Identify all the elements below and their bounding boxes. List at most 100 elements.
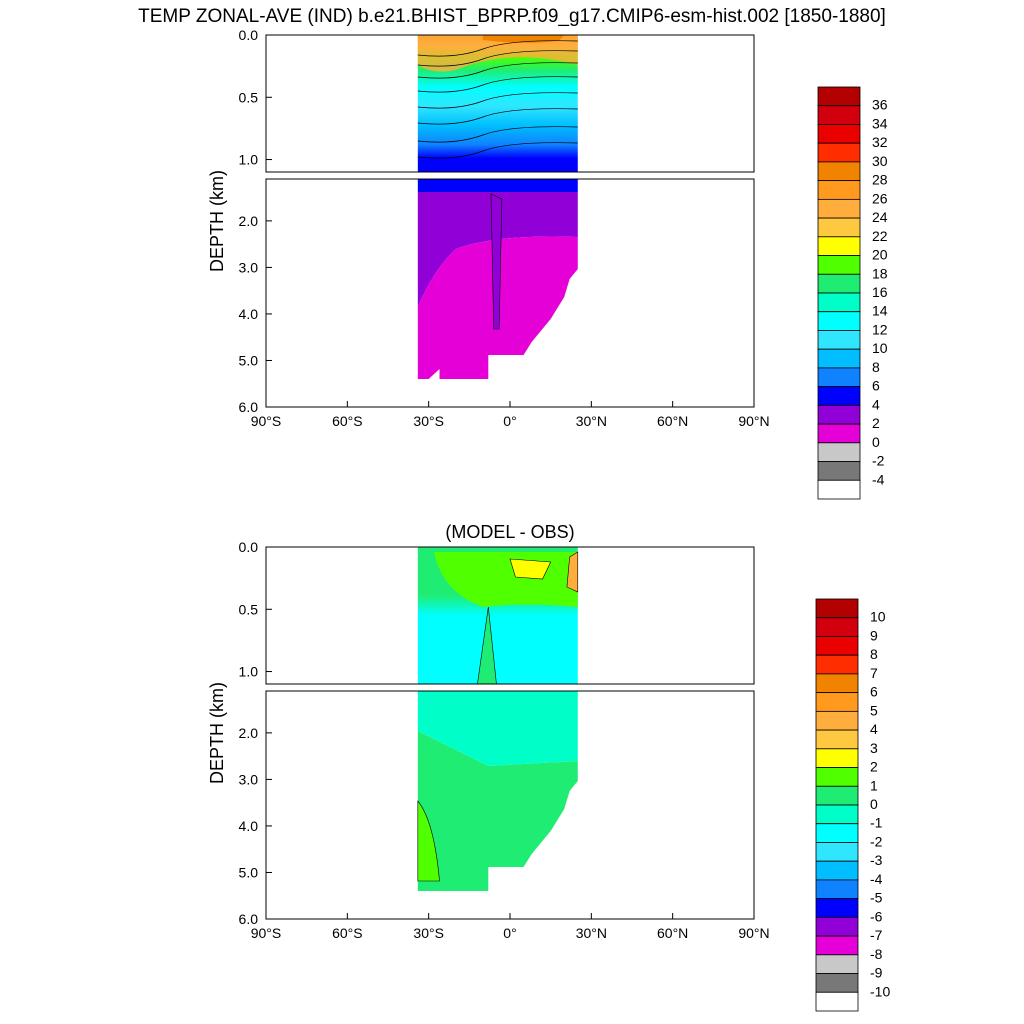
colorbar-label: 7 xyxy=(870,665,878,681)
colorbar-label: 36 xyxy=(872,97,888,113)
colorbar-swatch xyxy=(817,348,861,369)
y-tick-label: 1.0 xyxy=(239,152,259,168)
y-axis-label: DEPTH (km) xyxy=(207,682,227,784)
colorbar-swatch xyxy=(815,842,859,862)
main-title: TEMP ZONAL-AVE (IND) b.e21.BHIST_BPRP.f0… xyxy=(138,6,886,27)
contour-line xyxy=(417,76,578,93)
upper-panel-frame xyxy=(265,546,755,685)
green-region xyxy=(417,731,578,891)
colorbar-label: -9 xyxy=(870,965,883,981)
colorbar-swatch xyxy=(815,692,859,712)
colorbar-label: -7 xyxy=(870,927,883,943)
colorbar-swatch xyxy=(817,105,861,125)
colorbar-swatch xyxy=(815,879,859,900)
warm-surface-region xyxy=(417,35,578,72)
colorbar-label: 3 xyxy=(870,740,878,756)
colorbar-label: 8 xyxy=(870,646,878,662)
lightgreen-region xyxy=(417,800,440,882)
colorbar-label: -6 xyxy=(870,908,883,924)
y-tick-label: 5.0 xyxy=(239,352,259,368)
colorbar-swatch xyxy=(817,423,861,444)
y-tick-label: 2.0 xyxy=(239,213,259,229)
colorbar-swatch xyxy=(817,198,861,219)
x-tick-label: 30°N xyxy=(576,925,607,941)
y-axis-label: DEPTH (km) xyxy=(207,170,227,272)
colorbar-swatch xyxy=(817,142,861,163)
colorbar-label: 1 xyxy=(870,777,878,793)
teal-region xyxy=(417,691,578,766)
colorbar-label: 4 xyxy=(872,396,880,412)
chart-1: 0.0 0.5 1.0 2.0 3.0 4.0 5.0 6.090°S 60°S 30°S 0° 30… xyxy=(207,27,888,500)
colorbar-swatch xyxy=(817,161,861,182)
colorbar-swatch xyxy=(817,86,861,107)
upper-panel-frame xyxy=(265,34,755,173)
contour-line xyxy=(417,62,578,79)
colorbar-label: 28 xyxy=(872,172,888,188)
chart-subtitle: (MODEL - OBS) xyxy=(445,522,574,542)
yellow-anomaly xyxy=(509,558,552,580)
y-tick-label: 3.0 xyxy=(239,771,259,787)
colorbar-swatch xyxy=(817,255,861,275)
colorbar-label: 2 xyxy=(872,415,880,431)
x-tick-label: 90°N xyxy=(738,925,769,941)
colorbar-swatch xyxy=(817,311,861,331)
colorbar-swatch xyxy=(815,748,859,768)
colorbar-label: 5 xyxy=(870,702,878,718)
contour-line xyxy=(417,126,578,143)
colorbar-label: 22 xyxy=(872,228,888,244)
colorbar-swatch xyxy=(817,330,861,350)
y-tick-label: 0.5 xyxy=(239,89,259,105)
colorbar-label: 20 xyxy=(872,247,888,263)
colorbar-swatch xyxy=(815,823,859,843)
colorbar-label: 14 xyxy=(872,303,888,319)
x-tick-label: 90°S xyxy=(251,413,282,429)
y-tick-label: 0.5 xyxy=(239,601,259,617)
colorbar-label: 0 xyxy=(872,434,880,450)
colorbar-swatch xyxy=(817,367,861,388)
colorbar-swatch xyxy=(815,636,859,656)
colorbar-swatch xyxy=(815,991,859,1012)
x-tick-label: 60°S xyxy=(332,925,363,941)
y-tick-label: 2.0 xyxy=(239,725,259,741)
colorbar-label: 2 xyxy=(870,759,878,775)
colorbar-label: 18 xyxy=(872,265,888,281)
chart-2: 0.00.51.02.03.04.05.06.090°S 60°S 30°S 0° 30… xyxy=(207,522,890,1012)
colorbar-label: 32 xyxy=(872,134,888,150)
colorbar-label: 16 xyxy=(872,284,888,300)
lower-blue-band xyxy=(417,179,578,192)
colorbar-swatch xyxy=(815,710,859,731)
orange-anomaly xyxy=(566,551,579,593)
x-tick-label: 90°N xyxy=(738,413,769,429)
colorbar-label: 6 xyxy=(872,378,880,394)
colorbar-swatch xyxy=(815,617,859,637)
colorbar-label: 0 xyxy=(870,796,878,812)
colorbar-swatch xyxy=(817,461,861,481)
colorbar-swatch xyxy=(817,386,861,406)
y-tick-label: 5.0 xyxy=(239,864,259,880)
contour-line xyxy=(417,50,578,67)
x-tick-label: 30°S xyxy=(413,925,444,941)
purple-tongue xyxy=(490,193,503,330)
colorbar-swatch xyxy=(817,217,861,238)
colorbar-label: 10 xyxy=(870,609,886,625)
y-tick-label: 0.0 xyxy=(239,539,259,555)
colorbar-label: 30 xyxy=(872,153,888,169)
purple-region xyxy=(417,192,578,307)
colorbar-swatch xyxy=(815,954,859,974)
colorbar-label: 26 xyxy=(872,190,888,206)
colorbar-swatch xyxy=(817,442,861,462)
x-tick-label: 0° xyxy=(503,413,516,429)
y-tick-label: 4.0 xyxy=(239,818,259,834)
colorbar-label: -1 xyxy=(870,815,883,831)
colorbar-label: 4 xyxy=(870,721,878,737)
colorbar-label: -5 xyxy=(870,890,883,906)
colorbar-swatch xyxy=(817,236,861,256)
colorbar-swatch xyxy=(815,973,859,993)
y-tick-label: 4.0 xyxy=(239,306,259,322)
colorbar-swatch xyxy=(815,785,859,806)
x-tick-label: 60°S xyxy=(332,413,363,429)
x-tick-label: 90°S xyxy=(251,925,282,941)
y-tick-label: 0.0 xyxy=(239,27,259,43)
